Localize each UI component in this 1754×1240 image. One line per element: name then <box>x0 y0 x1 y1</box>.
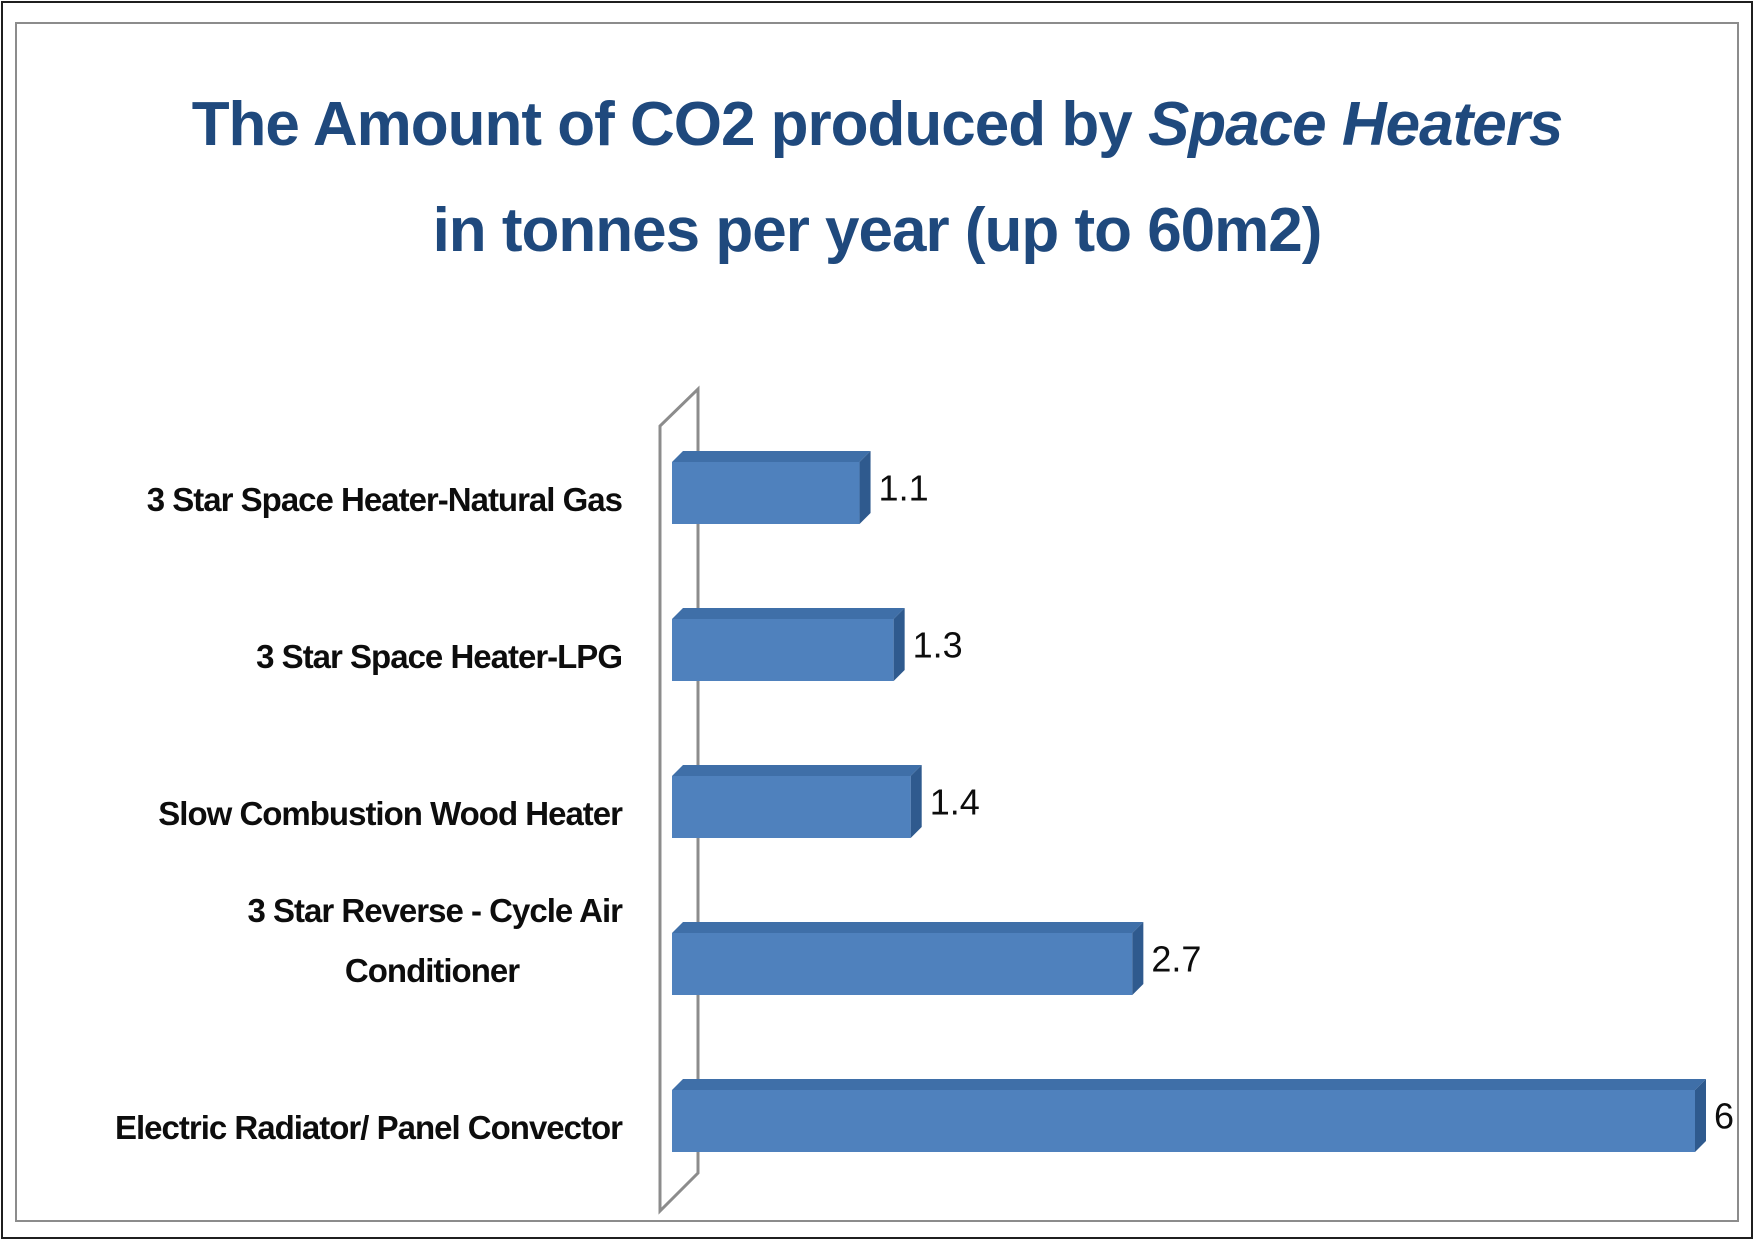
chart-title-emphasis: Space Heaters <box>1147 90 1563 159</box>
category-label-2: 3 Star Space Heater-LPG <box>256 638 622 675</box>
chart-title: The Amount of CO2 produced by Space Heat… <box>15 72 1739 284</box>
category-label-4: 3 Star Reverse - Cycle Air <box>248 892 624 929</box>
chart-title-text: in tonnes per year (up to 60m2) <box>432 196 1323 265</box>
bar-front <box>672 462 860 524</box>
bar-2 <box>672 608 905 681</box>
bar-side <box>859 451 871 524</box>
bar-side <box>893 608 905 681</box>
category-label-4: Conditioner <box>345 952 520 989</box>
data-label-4: 2.7 <box>1151 939 1201 980</box>
bar-front <box>672 619 894 681</box>
chart-title-text: The Amount of CO2 produced by <box>191 90 1148 159</box>
data-label-3: 1.4 <box>930 782 980 823</box>
bar-top <box>672 922 1144 933</box>
bar-top <box>672 608 905 619</box>
chart-area <box>15 22 1739 1222</box>
bar-front <box>672 776 911 838</box>
bar-5 <box>672 1079 1706 1152</box>
bar-side <box>910 765 922 838</box>
data-label-5: 6 <box>1714 1096 1734 1137</box>
bar-top <box>672 765 922 776</box>
data-label-2: 1.3 <box>913 625 963 666</box>
bar-top <box>672 1079 1706 1090</box>
bar-4 <box>672 922 1144 995</box>
bar-side <box>1695 1079 1706 1152</box>
bar-top <box>672 451 871 462</box>
bar-3 <box>672 765 922 838</box>
bar-front <box>672 1090 1695 1152</box>
category-label-5: Electric Radiator/ Panel Convector <box>115 1109 623 1146</box>
bar-front <box>672 933 1133 995</box>
data-label-1: 1.1 <box>879 468 929 509</box>
bar-side <box>1132 922 1144 995</box>
category-label-3: Slow Combustion Wood Heater <box>158 795 623 832</box>
bar-1 <box>672 451 871 524</box>
category-label-1: 3 Star Space Heater-Natural Gas <box>147 481 622 518</box>
chart-title-line-2: in tonnes per year (up to 60m2) <box>15 178 1739 284</box>
chart-title-line-1: The Amount of CO2 produced by Space Heat… <box>15 72 1739 178</box>
